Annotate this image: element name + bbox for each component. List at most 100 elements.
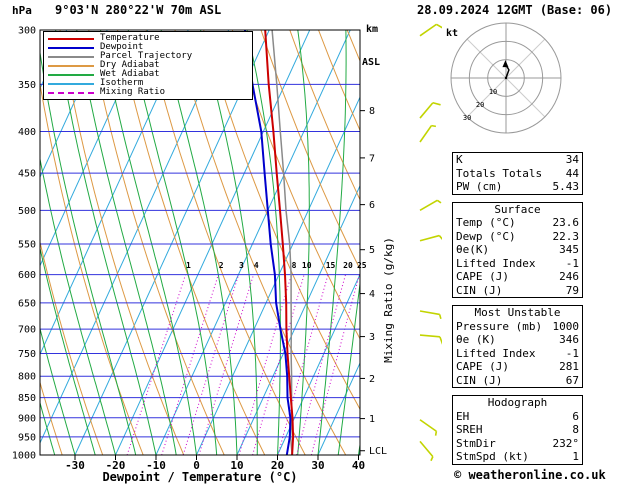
copyright-label: © weatheronline.co.uk xyxy=(454,468,606,482)
wind-barb xyxy=(419,440,434,458)
stat-row: Dewp (°C) 22.3 xyxy=(453,230,583,244)
legend-line-swatch xyxy=(48,37,94,40)
legend: Temperature Dewpoint Parcel Trajectory Dry … xyxy=(43,31,253,100)
stat-label: StmSpd (kt) xyxy=(456,450,529,463)
temperature-tick-label: -30 xyxy=(65,459,85,472)
legend-item-label: Dewpoint xyxy=(100,42,144,52)
wind-barbs xyxy=(419,23,442,462)
stat-label: Temp (°C) xyxy=(456,216,516,229)
pressure-tick-label: 950 xyxy=(18,432,36,443)
pressure-tick-label: 600 xyxy=(18,270,36,281)
wind-barb xyxy=(419,125,433,143)
surface-table: Surface Temp (°C) 23.6 Dewp (°C) 22.3 θe(K) 34… xyxy=(452,201,583,298)
mixing-ratio-labels: 1 2 3 4 8 10 15 20 25 xyxy=(186,261,367,270)
hodograph-ring xyxy=(487,59,525,97)
legend-item: Isotherm xyxy=(48,79,248,88)
wind-barb xyxy=(419,23,437,37)
hodograph-ring xyxy=(450,22,562,134)
altitude-tick-label: 2 xyxy=(369,374,375,385)
hodograph-arrow-icon xyxy=(502,60,509,68)
stat-value: 8 xyxy=(572,423,579,436)
stat-row: Temp (°C) 23.6 xyxy=(453,216,583,230)
indices-table: K 34 Totals Totals 44 PW (cm) 5.43 xyxy=(452,152,583,195)
stat-row: StmSpd (kt) 1 xyxy=(453,450,583,464)
wind-barb xyxy=(419,102,434,119)
mixing-ratio-value: 1 xyxy=(186,261,191,270)
temperature-axis: -30 -20 -10 0 10 20 30 40 xyxy=(65,455,365,472)
stat-value: -1 xyxy=(565,346,579,360)
stat-value: -1 xyxy=(565,256,579,270)
hodograph-origin-dot xyxy=(504,76,508,80)
pressure-tick-label: 350 xyxy=(18,80,36,91)
altitude-unit-label: km ASL xyxy=(362,2,386,90)
stat-row: θe (K) 346 xyxy=(453,333,583,347)
legend-item-label: Temperature xyxy=(100,33,160,43)
stat-label: CAPE (J) xyxy=(456,270,509,283)
pressure-gridlines xyxy=(40,30,360,455)
stat-value: 281 xyxy=(559,360,579,373)
stat-label: CAPE (J) xyxy=(456,360,509,373)
dewpoint-curve xyxy=(243,30,292,455)
legend-item-label: Dry Adiabat xyxy=(100,60,160,70)
wind-barb xyxy=(419,310,440,316)
wind-barb xyxy=(419,199,438,212)
table-title: Most Unstable xyxy=(474,306,561,319)
legend-line-swatch xyxy=(48,73,94,76)
stat-row: EH 6 xyxy=(453,410,583,424)
pressure-tick-label: 400 xyxy=(18,127,36,138)
altitude-axis: 8 7 6 5 4 3 2 1 LCL xyxy=(360,106,387,457)
temperature-tick-label: 40 xyxy=(352,459,365,472)
temperature-tick-label: 10 xyxy=(230,459,243,472)
table-title: Surface xyxy=(494,202,541,216)
stat-row: Pressure (mb) 1000 xyxy=(453,320,583,334)
stat-row: θe(K) 345 xyxy=(453,243,583,257)
hodograph-ring xyxy=(468,40,544,116)
stat-label: CIN (J) xyxy=(456,283,503,297)
mixing-ratio-value: 20 xyxy=(343,261,353,270)
stat-label: Lifted Index xyxy=(456,346,536,360)
plot-border xyxy=(39,29,361,456)
legend-item: Wet Adiabat xyxy=(48,70,248,79)
wind-barb xyxy=(419,334,440,338)
table-title: Hodograph xyxy=(487,396,548,409)
legend-item-label: Mixing Ratio xyxy=(100,87,166,97)
stat-row: PW (cm) 5.43 xyxy=(453,180,583,194)
stat-row: CIN (J) 67 xyxy=(453,374,583,388)
stat-label: K xyxy=(456,153,463,166)
stat-value: 232° xyxy=(552,436,580,450)
hodograph-ring-label: 20 xyxy=(476,101,484,109)
temperature-curve xyxy=(264,30,295,455)
stat-label: Dewp (°C) xyxy=(456,229,516,243)
legend-item-label: Parcel Trajectory xyxy=(100,51,193,61)
pressure-unit-label: hPa xyxy=(12,4,32,17)
legend-item: Mixing Ratio xyxy=(48,88,248,97)
stat-label: Lifted Index xyxy=(456,256,536,270)
pressure-axis-labels: 300 350 400 450 500 550 600 650 700 750 800 850 900 9… xyxy=(12,26,36,462)
stat-value: 5.43 xyxy=(552,180,580,193)
mixing-ratio-value: 25 xyxy=(357,261,367,270)
temperature-tick-label: 0 xyxy=(193,459,200,472)
altitude-tick-label: 5 xyxy=(369,245,375,256)
pressure-tick-label: 900 xyxy=(18,413,36,424)
stat-row: CAPE (J) 281 xyxy=(453,360,583,374)
sounding-curves xyxy=(243,30,295,455)
mixing-ratio-value: 3 xyxy=(239,261,244,270)
stat-row: SREH 8 xyxy=(453,423,583,437)
legend-line-swatch xyxy=(48,64,94,67)
pressure-tick-label: 850 xyxy=(18,393,36,404)
stats-tables: K 34 Totals Totals 44 PW (cm) 5.43 Surface Tem… xyxy=(452,152,583,465)
altitude-tick-label: 3 xyxy=(369,332,375,343)
temperature-tick-label: 20 xyxy=(271,459,284,472)
stat-value: 1 xyxy=(572,450,579,463)
pressure-tick-label: 550 xyxy=(18,239,36,250)
most-unstable-table: Most Unstable Pressure (mb) 1000 θe (K) 346 L… xyxy=(452,305,583,388)
legend-item: Temperature xyxy=(48,34,248,43)
legend-line-swatch xyxy=(48,55,94,58)
mixing-ratio-value: 10 xyxy=(302,261,312,270)
pressure-tick-label: 750 xyxy=(18,349,36,360)
hodograph-table: Hodograph EH 6 SREH 8 StmDir 232° StmSpd (kt) 1 xyxy=(452,395,583,465)
stat-label: CIN (J) xyxy=(456,373,503,387)
altitude-unit-km: km xyxy=(366,24,379,35)
x-axis-title: Dewpoint / Temperature (°C) xyxy=(102,470,297,484)
stat-value: 34 xyxy=(565,153,579,166)
